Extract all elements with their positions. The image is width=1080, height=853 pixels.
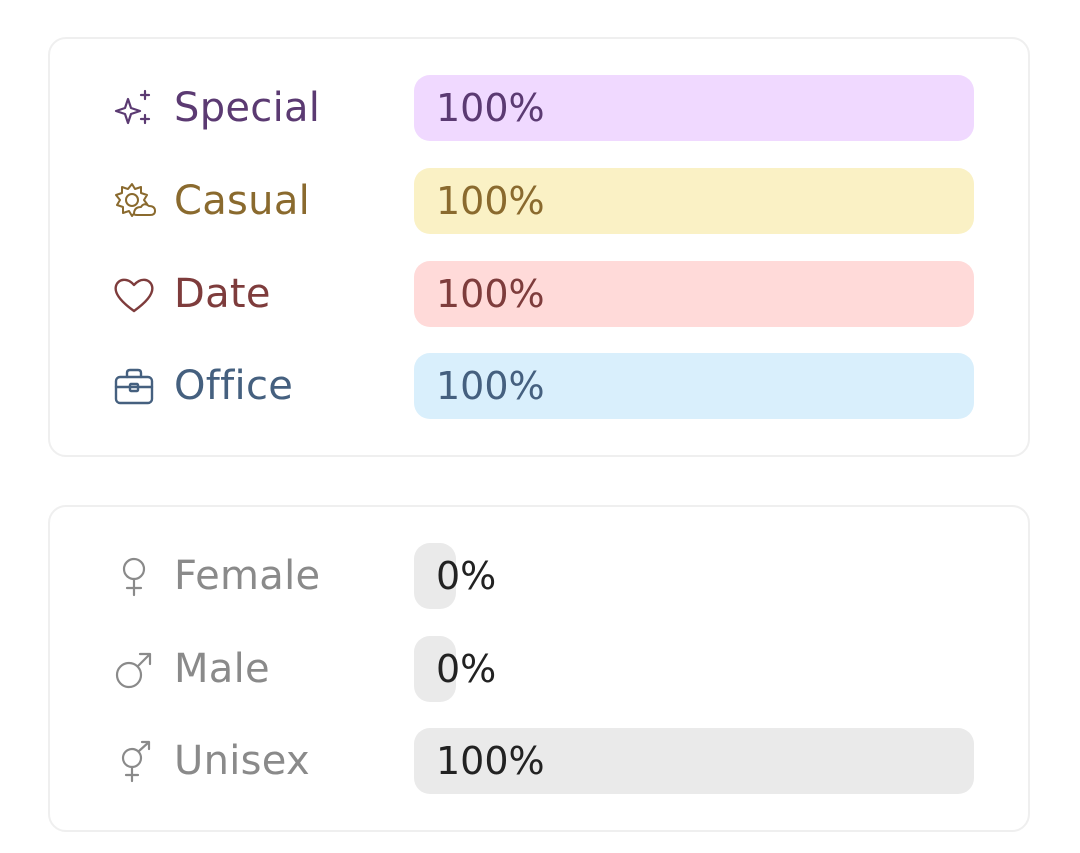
- occasion-label: Special: [174, 85, 321, 131]
- female-symbol-icon: [112, 555, 156, 599]
- occasion-bar: 100%: [414, 261, 974, 327]
- occasion-bar-fill: [414, 261, 974, 327]
- occasion-bar-fill: [414, 168, 974, 234]
- gender-bar: 100%: [414, 728, 974, 794]
- gender-label: Unisex: [174, 738, 310, 784]
- occasion-row-special: Special 100%: [50, 75, 1028, 141]
- gender-bar-fill: [414, 728, 974, 794]
- occasion-row-office: Office 100%: [50, 353, 1028, 419]
- sparkles-icon: [112, 87, 156, 131]
- gender-row-female: Female 0%: [50, 543, 1028, 609]
- gender-label: Female: [174, 553, 321, 599]
- gender-label: Male: [174, 646, 270, 692]
- occasion-label: Office: [174, 363, 294, 409]
- occasion-percent: 100%: [436, 86, 545, 130]
- gender-bar: 0%: [414, 543, 974, 609]
- occasion-bar: 100%: [414, 75, 974, 141]
- gender-bar-fill: [414, 543, 456, 609]
- occasion-bar-fill: [414, 75, 974, 141]
- sun-cloud-icon: [112, 180, 156, 224]
- gender-row-male: Male 0%: [50, 636, 1028, 702]
- occasion-card: Special 100% Casual 100% Date: [48, 37, 1030, 457]
- gender-percent: 0%: [436, 554, 497, 598]
- unisex-symbol-icon: [112, 740, 156, 784]
- briefcase-icon: [112, 365, 156, 409]
- gender-card: Female 0% Male 0% Unisex: [48, 505, 1030, 832]
- occasion-row-date: Date 100%: [50, 261, 1028, 327]
- occasion-percent: 100%: [436, 364, 545, 408]
- gender-bar-fill: [414, 636, 456, 702]
- occasion-row-casual: Casual 100%: [50, 168, 1028, 234]
- gender-row-unisex: Unisex 100%: [50, 728, 1028, 794]
- heart-icon: [112, 273, 156, 317]
- occasion-label: Date: [174, 271, 271, 317]
- gender-percent: 0%: [436, 647, 497, 691]
- occasion-bar: 100%: [414, 353, 974, 419]
- occasion-bar-fill: [414, 353, 974, 419]
- gender-bar: 0%: [414, 636, 974, 702]
- occasion-bar: 100%: [414, 168, 974, 234]
- gender-percent: 100%: [436, 739, 545, 783]
- male-symbol-icon: [112, 648, 156, 692]
- occasion-label: Casual: [174, 178, 311, 224]
- occasion-percent: 100%: [436, 179, 545, 223]
- occasion-percent: 100%: [436, 272, 545, 316]
